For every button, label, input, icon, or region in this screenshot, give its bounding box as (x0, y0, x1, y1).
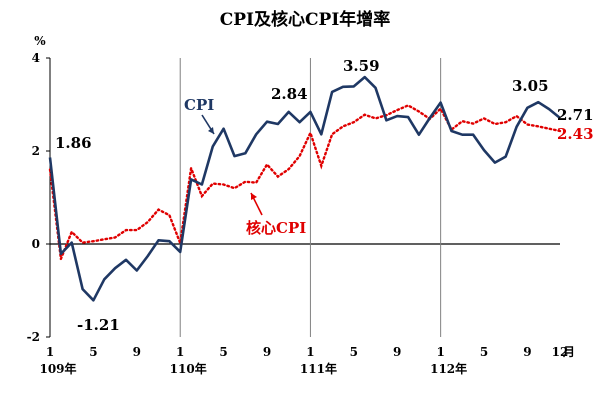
axes (49, 58, 560, 337)
series-callouts: CPI 核心CPI (184, 96, 306, 237)
cpi-callout-arrowhead (208, 127, 214, 134)
core-callout-arrowhead (251, 193, 257, 200)
year-label: 109年 (39, 361, 76, 376)
y-axis-unit: % (34, 34, 46, 48)
core-series-label: 核心CPI (246, 219, 306, 237)
y-ticks: 4 2 0 -2 (27, 51, 50, 344)
x-tick-label: 9 (263, 345, 271, 359)
annotation-first: 1.86 (55, 134, 92, 152)
x-tick-label: 5 (350, 345, 358, 359)
x-tick-label: 5 (89, 345, 97, 359)
x-tick-label: 9 (393, 345, 401, 359)
y-tick-label: 2 (32, 144, 40, 158)
x-tick-label: 9 (523, 345, 531, 359)
x-ticks: 1 5 9 1 5 9 1 5 9 1 5 9 12 (46, 345, 569, 359)
series-core-cpi-line (48, 104, 562, 260)
year-label: 112年 (430, 361, 467, 376)
chart-title: CPI及核心CPI年增率 (220, 9, 391, 30)
annotation-cpi-last: 2.71 (557, 106, 594, 124)
cpi-series-label: CPI (184, 96, 214, 114)
series (48, 75, 562, 302)
x-tick-label: 5 (219, 345, 227, 359)
x-tick-label: 12 (552, 345, 569, 359)
x-tick-label: 1 (176, 345, 184, 359)
year-labels: 109年 110年 111年 112年 (39, 361, 467, 376)
x-tick-label: 9 (133, 345, 141, 359)
x-tick-label: 1 (436, 345, 444, 359)
y-tick-label: 4 (32, 51, 40, 65)
annotation-cpi-110-end: 2.84 (271, 85, 308, 103)
x-tick-label: 1 (306, 345, 314, 359)
annotation-cpi-112-peak: 3.05 (512, 77, 549, 95)
year-label: 111年 (300, 361, 337, 376)
x-axis-unit: 月 (562, 345, 575, 359)
series-cpi-line (48, 75, 561, 302)
annotation-max: 3.59 (343, 57, 380, 75)
y-tick-label: -2 (27, 330, 40, 344)
x-tick-label: 1 (46, 345, 54, 359)
year-label: 110年 (170, 361, 207, 376)
y-tick-label: 0 (32, 237, 40, 251)
annotation-core-last: 2.43 (557, 125, 594, 143)
annotation-min: -1.21 (77, 316, 120, 334)
x-tick-label: 5 (480, 345, 488, 359)
